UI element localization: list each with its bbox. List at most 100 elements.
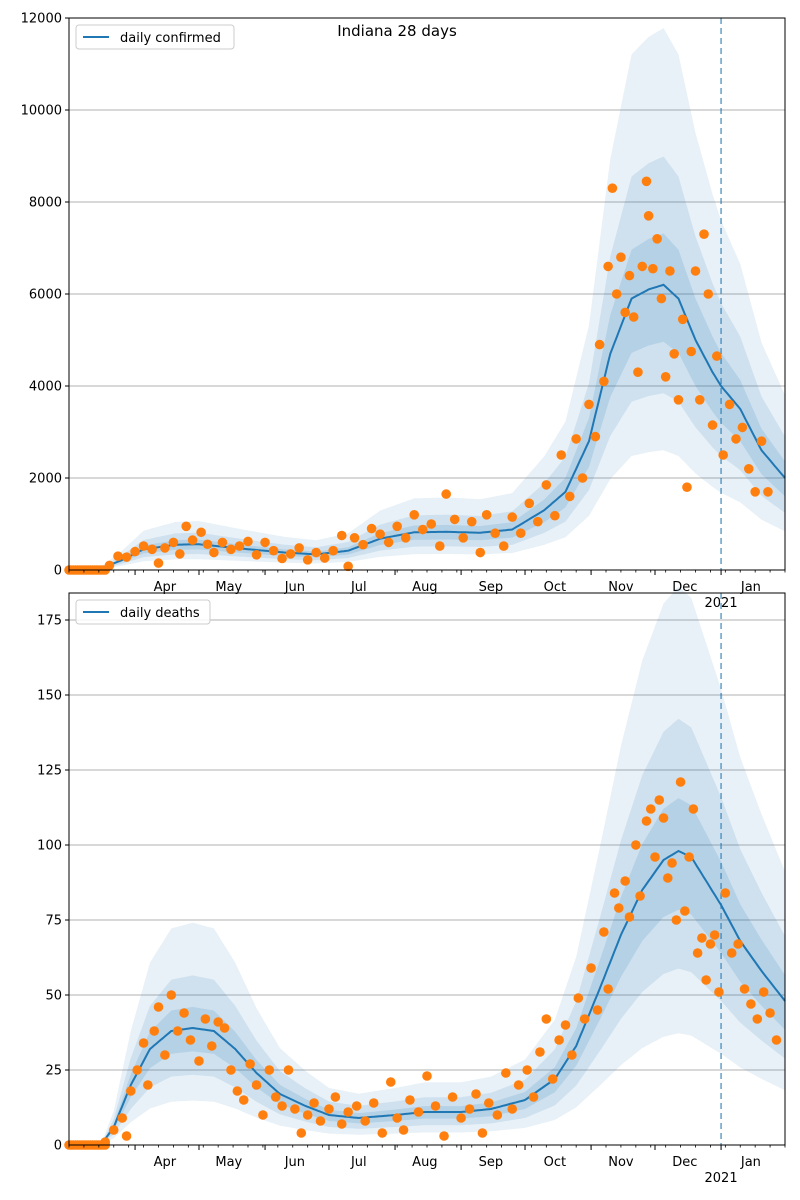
data-point: [413, 1107, 424, 1117]
data-point: [238, 1095, 249, 1105]
data-point: [302, 555, 313, 565]
data-point: [507, 512, 518, 522]
data-point: [434, 541, 445, 551]
x-tick-label: Apr: [154, 580, 177, 595]
data-point: [243, 536, 253, 547]
band-inner: [69, 798, 785, 1145]
data-point: [515, 528, 526, 538]
data-point: [475, 547, 486, 558]
data-point: [590, 431, 601, 442]
data-point: [121, 552, 132, 562]
x-tick-label: Nov: [608, 580, 634, 595]
data-point: [147, 544, 157, 555]
y-tick-label: 8000: [29, 196, 62, 211]
data-point: [422, 1071, 432, 1081]
data-point: [283, 1065, 294, 1075]
data-point: [104, 560, 115, 571]
data-point: [656, 293, 667, 304]
data-point: [616, 252, 626, 262]
data-point: [449, 514, 460, 525]
data-point: [718, 450, 729, 460]
series-line: [68, 283, 786, 571]
data-point: [143, 1080, 153, 1090]
data-point: [441, 489, 451, 499]
series-line: [69, 849, 786, 1146]
data-point: [430, 1101, 441, 1111]
data-point: [726, 948, 737, 958]
data-point: [609, 888, 620, 898]
y-tick-label: 100: [37, 839, 62, 854]
data-point: [175, 549, 185, 559]
data-point: [234, 541, 245, 551]
data-point: [360, 1116, 371, 1126]
data-point: [611, 289, 622, 299]
y-tick-label: 0: [54, 1139, 62, 1154]
data-point: [194, 1056, 204, 1066]
data-point: [673, 395, 684, 405]
data-point: [377, 1128, 388, 1138]
y-tick-label: 4000: [29, 380, 62, 395]
y-tick-label: 175: [37, 614, 62, 629]
data-point: [524, 498, 535, 509]
data-point: [603, 984, 613, 994]
x-tick-label: Jun: [284, 580, 305, 595]
data-point: [554, 1035, 564, 1045]
legend-box: [75, 24, 235, 50]
data-point: [251, 1080, 262, 1090]
x-tick-label: Jul: [350, 580, 367, 595]
data-point: [680, 906, 690, 916]
data-point: [336, 1119, 347, 1129]
data-point: [677, 314, 688, 325]
data-point: [641, 176, 652, 187]
data-point: [245, 1059, 255, 1069]
data-point: [492, 1110, 503, 1120]
data-point: [464, 1104, 475, 1114]
x-tick-label: Aug: [412, 580, 437, 595]
data-point: [628, 312, 639, 322]
data-point: [417, 524, 428, 535]
data-point: [763, 487, 773, 497]
data-point: [153, 558, 164, 568]
data-point: [743, 464, 754, 474]
data-point: [471, 1089, 481, 1099]
data-point: [258, 1110, 268, 1120]
deaths-panel: 0 25 50 75 100 125 150 175 Apr May Jun Jul Aug Sep Oct…: [37, 586, 786, 1186]
x-tick-label: Jun: [284, 1155, 305, 1170]
data-point: [669, 349, 679, 359]
data-point: [277, 553, 287, 564]
data-point: [690, 266, 701, 276]
data-point: [466, 516, 477, 527]
x-tick-label: Apr: [154, 1155, 177, 1170]
data-point: [648, 263, 658, 274]
data-point: [138, 1038, 149, 1048]
data-point: [315, 1116, 326, 1126]
data-point: [686, 346, 697, 357]
data-point: [635, 891, 645, 901]
data-point: [658, 813, 669, 823]
data-point: [592, 1005, 603, 1015]
data-point: [756, 436, 767, 447]
data-point: [624, 270, 635, 281]
data-point: [699, 229, 709, 239]
data-point: [671, 915, 682, 925]
data-point: [285, 549, 296, 559]
data-point: [330, 1092, 341, 1102]
data-point: [714, 987, 724, 997]
data-point: [662, 873, 673, 883]
data-point: [705, 939, 716, 949]
data-point: [187, 535, 198, 545]
data-point: [311, 547, 321, 558]
data-point: [366, 523, 377, 534]
y-tick-label: 75: [45, 914, 62, 929]
data-point: [560, 1020, 571, 1030]
data-point: [746, 999, 756, 1009]
data-point: [733, 939, 743, 949]
data-point: [385, 1077, 396, 1087]
data-point: [153, 1002, 164, 1012]
data-point: [579, 1014, 590, 1024]
data-point: [513, 1080, 524, 1090]
data-point: [232, 1086, 243, 1096]
x-tick-label: Dec: [672, 580, 697, 595]
data-point: [556, 450, 567, 460]
y-tick-label: 6000: [29, 288, 62, 303]
